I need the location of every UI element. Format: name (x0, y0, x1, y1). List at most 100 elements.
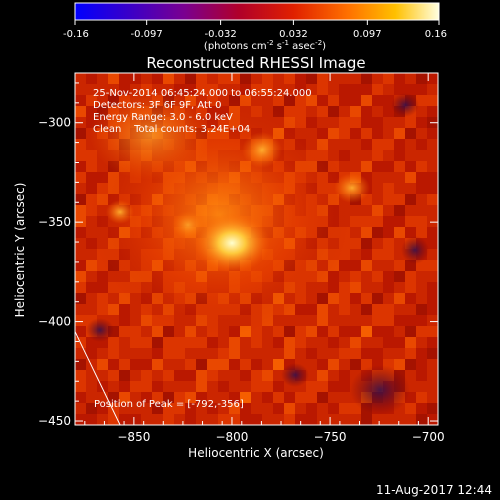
heatmap-cell (196, 84, 207, 95)
heatmap-cell (284, 73, 295, 84)
heatmap-cell (427, 84, 438, 95)
heatmap-cell (130, 84, 141, 95)
heatmap-cell (86, 271, 97, 282)
heatmap-cell (372, 84, 383, 95)
heatmap-cell (174, 326, 185, 337)
heatmap-cell (350, 359, 361, 370)
heatmap-cell (394, 326, 405, 337)
heatmap-cell (163, 84, 174, 95)
heatmap-cell (405, 73, 416, 84)
heatmap-cell (295, 326, 306, 337)
heatmap-cell (174, 414, 185, 425)
heatmap-cell (383, 337, 394, 348)
emission-blob (334, 173, 370, 203)
heatmap-cell (207, 392, 218, 403)
heatmap-cell (416, 106, 427, 117)
heatmap-cell (119, 337, 130, 348)
heatmap-cell (383, 216, 394, 227)
heatmap-cell (196, 348, 207, 359)
heatmap-cell (306, 106, 317, 117)
heatmap-cell (416, 95, 427, 106)
heatmap-cell (240, 381, 251, 392)
heatmap-cell (86, 73, 97, 84)
heatmap-cell (306, 414, 317, 425)
heatmap-cell (372, 139, 383, 150)
heatmap-cell (251, 370, 262, 381)
heatmap-cell (163, 392, 174, 403)
heatmap-cell (251, 326, 262, 337)
heatmap-cell (383, 348, 394, 359)
heatmap-cell (427, 183, 438, 194)
heatmap-cell (350, 216, 361, 227)
heatmap-cell (427, 216, 438, 227)
heatmap-cell (130, 414, 141, 425)
heatmap-cell (295, 392, 306, 403)
heatmap-cell (339, 370, 350, 381)
heatmap-cell (229, 348, 240, 359)
heatmap-cell (416, 183, 427, 194)
heatmap-cell (405, 293, 416, 304)
heatmap-cell (75, 414, 86, 425)
heatmap-cell (405, 150, 416, 161)
heatmap-cell (383, 150, 394, 161)
heatmap-cell (383, 282, 394, 293)
heatmap-cell (306, 326, 317, 337)
heatmap-cell (372, 293, 383, 304)
emission-peak (194, 213, 270, 273)
heatmap-cell (416, 172, 427, 183)
heatmap-cell (86, 293, 97, 304)
heatmap-cell (361, 271, 372, 282)
heatmap-cell (295, 73, 306, 84)
heatmap-cell (328, 293, 339, 304)
heatmap-cell (86, 183, 97, 194)
heatmap-cell (141, 73, 152, 84)
heatmap-cell (405, 139, 416, 150)
heatmap-cell (196, 73, 207, 84)
heatmap-cell (405, 161, 416, 172)
heatmap-cell (427, 73, 438, 84)
heatmap-cell (119, 403, 130, 414)
heatmap-cell (394, 238, 405, 249)
heatmap-cell (152, 392, 163, 403)
peak-position-label: Position of Peak = [-792,-356] (94, 399, 244, 410)
heatmap-cell (361, 337, 372, 348)
heatmap-cell (328, 392, 339, 403)
heatmap-cell (141, 84, 152, 95)
heatmap-cell (163, 359, 174, 370)
heatmap-cell (350, 315, 361, 326)
heatmap-cell (207, 348, 218, 359)
heatmap-cell (75, 216, 86, 227)
heatmap-cell (262, 381, 273, 392)
heatmap-cell (119, 414, 130, 425)
heatmap-cell (394, 216, 405, 227)
heatmap-cell (328, 381, 339, 392)
heatmap-cell (416, 161, 427, 172)
heatmap-cell (350, 414, 361, 425)
heatmap-cell (361, 106, 372, 117)
colorbar-tick-label: -0.097 (131, 29, 163, 40)
heatmap-cell (361, 304, 372, 315)
heatmap-cell (229, 84, 240, 95)
heatmap-cell (361, 139, 372, 150)
x-tick-label: −750 (314, 430, 347, 444)
heatmap-cell (339, 139, 350, 150)
heatmap-cell (372, 304, 383, 315)
heatmap-cell (141, 392, 152, 403)
heatmap-cell (273, 381, 284, 392)
heatmap-cell (262, 337, 273, 348)
heatmap-cell (86, 414, 97, 425)
heatmap-cell (339, 337, 350, 348)
heatmap-cell (152, 348, 163, 359)
heatmap-cell (339, 304, 350, 315)
heatmap-cell (108, 293, 119, 304)
heatmap-cell (350, 117, 361, 128)
heatmap-cell (383, 414, 394, 425)
heatmap-cell (339, 249, 350, 260)
heatmap-cell (284, 84, 295, 95)
colorbar-frame (74, 2, 440, 21)
heatmap-cell (405, 348, 416, 359)
annotation-energy-range: Energy Range: 3.0 - 6.0 keV (93, 112, 233, 123)
heatmap-cell (372, 238, 383, 249)
heatmap-cell (427, 370, 438, 381)
